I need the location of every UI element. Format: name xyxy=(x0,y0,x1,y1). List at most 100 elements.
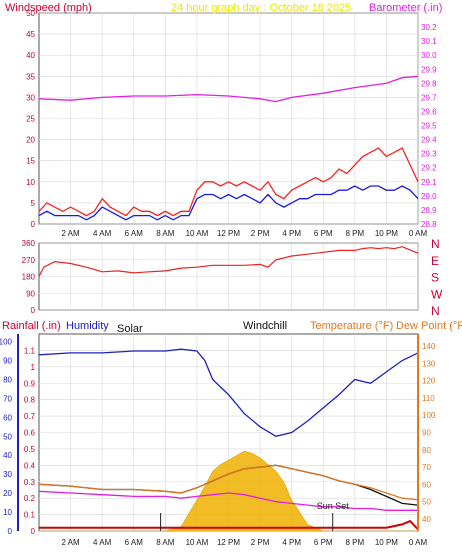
temp-tick-label: 80 xyxy=(422,446,431,455)
baro-tick-label: 30.0 xyxy=(421,51,437,60)
temperature-line xyxy=(38,464,419,501)
humidity-tick-label: 10 xyxy=(3,508,12,517)
x-tick-label-1: 0 AM xyxy=(409,229,428,238)
x-tick-label-1: 2 AM xyxy=(61,229,80,238)
x-tick-label-1: 4 AM xyxy=(93,229,112,238)
x-tick-label-3: 2 PM xyxy=(251,538,270,547)
x-tick-label-3: 2 AM xyxy=(61,538,80,547)
temp-tick-label: 90 xyxy=(422,429,431,438)
x-tick-label-1: 4 PM xyxy=(282,229,301,238)
wind-direction-line xyxy=(38,246,419,277)
humidity-tick-label: 90 xyxy=(3,357,12,366)
baro-tick-label: 29.8 xyxy=(421,79,437,88)
x-tick-label-1: 2 PM xyxy=(251,229,270,238)
baro-tick-label: 28.9 xyxy=(421,206,437,215)
humidity-line xyxy=(38,348,419,437)
x-tick-label-1: 10 AM xyxy=(186,229,209,238)
barometer-axis-label: Barometer (.in) xyxy=(369,2,442,14)
rain-tick-label: 0.7 xyxy=(24,412,36,421)
baro-tick-label: 30.1 xyxy=(421,37,437,46)
wind-tick-label: 20 xyxy=(26,136,35,145)
x-tick-label-3: 0 AM xyxy=(409,538,428,547)
legend-item: Humidity xyxy=(66,320,109,332)
baro-tick-label: 30.2 xyxy=(421,23,437,32)
temp-tick-label: 140 xyxy=(422,342,436,351)
legend-item: Solar xyxy=(117,323,143,335)
wind-tick-label: 15 xyxy=(26,157,35,166)
x-tick-label-3: 10 PM xyxy=(375,538,398,547)
barometer-line xyxy=(38,75,419,103)
dir-tick-label: 180 xyxy=(22,273,36,282)
x-tick-label-1: 8 PM xyxy=(345,229,364,238)
wind-tick-label: 30 xyxy=(26,93,35,102)
x-tick-label-1: 10 PM xyxy=(375,229,398,238)
baro-tick-label: 29.0 xyxy=(421,192,437,201)
x-tick-label-3: 10 AM xyxy=(186,538,209,547)
baro-tick-label: 29.1 xyxy=(421,178,437,187)
baro-tick-label: 29.7 xyxy=(421,93,437,102)
dir-tick-label: 90 xyxy=(26,289,35,298)
wind-tick-label: 5 xyxy=(31,199,36,208)
x-tick-label-3: 6 PM xyxy=(314,538,333,547)
humidity-tick-label: 70 xyxy=(3,394,12,403)
windspeed-axis-label: Windspeed (mph) xyxy=(5,2,92,14)
humidity-tick-label: 60 xyxy=(3,413,12,422)
wind-tick-label: 0 xyxy=(31,220,36,229)
compass-label: E xyxy=(431,254,439,268)
legend-item: Temperature (°F) xyxy=(310,320,393,332)
x-tick-label-3: 4 AM xyxy=(93,538,112,547)
gust-line xyxy=(38,147,419,217)
wind-tick-label: 45 xyxy=(26,30,35,39)
rain-tick-label: 0.2 xyxy=(24,494,36,503)
dir-tick-label: 270 xyxy=(22,256,36,265)
rain-tick-label: 0.5 xyxy=(24,445,36,454)
rainfall-line xyxy=(39,519,419,531)
wind-tick-label: 40 xyxy=(26,51,35,60)
solar-area xyxy=(39,450,418,532)
wind-tick-label: 50 xyxy=(26,9,35,18)
rain-tick-label: 0.6 xyxy=(24,429,36,438)
humidity-tick-label: 40 xyxy=(3,451,12,460)
compass-label: S xyxy=(431,271,439,285)
rain-tick-label: 0.3 xyxy=(24,478,36,487)
x-tick-label-1: 6 PM xyxy=(314,229,333,238)
rain-tick-label: 0.9 xyxy=(24,379,36,388)
legend-item: Rainfall (.in) xyxy=(2,320,61,332)
baro-tick-label: 29.9 xyxy=(421,65,437,74)
temp-tick-label: 100 xyxy=(422,411,436,420)
humidity-tick-label: 20 xyxy=(3,489,12,498)
dir-tick-label: 0 xyxy=(31,306,36,315)
x-tick-label-3: 6 AM xyxy=(125,538,144,547)
x-tick-label-3: 4 PM xyxy=(282,538,301,547)
rain-tick-label: 0.8 xyxy=(24,396,36,405)
x-tick-label-3: 8 AM xyxy=(156,538,175,547)
avg-wind-line xyxy=(38,185,419,221)
x-tick-label-1: 8 AM xyxy=(156,229,175,238)
humidity-tick-label: 100 xyxy=(0,338,13,347)
sunset-annotation: Sun Set xyxy=(317,501,350,511)
humidity-tick-label: 30 xyxy=(3,470,12,479)
temp-tick-label: 120 xyxy=(422,377,436,386)
compass-label: W xyxy=(431,287,443,301)
baro-tick-label: 29.6 xyxy=(421,107,437,116)
temp-tick-label: 70 xyxy=(422,463,431,472)
legend-item: Dew Point (°F) xyxy=(396,320,462,332)
chart-title: 24 hour graph day : October 18 2025 xyxy=(171,2,351,14)
humidity-tick-label: 80 xyxy=(3,375,12,384)
baro-tick-label: 29.4 xyxy=(421,136,437,145)
temp-tick-label: 50 xyxy=(422,498,431,507)
baro-tick-label: 29.2 xyxy=(421,164,437,173)
compass-label: N xyxy=(431,304,440,318)
humidity-tick-label: 50 xyxy=(3,432,12,441)
x-tick-label-1: 6 AM xyxy=(125,229,144,238)
compass-label: N xyxy=(431,237,440,251)
temp-tick-label: 40 xyxy=(422,515,431,524)
wind-tick-label: 35 xyxy=(26,72,35,81)
humidity-tick-label: 0 xyxy=(8,527,13,536)
dewpoint-line xyxy=(38,490,418,511)
baro-tick-label: 29.3 xyxy=(421,150,437,159)
dir-tick-label: 360 xyxy=(22,239,36,248)
x-tick-label-1: 12 PM xyxy=(217,229,240,238)
